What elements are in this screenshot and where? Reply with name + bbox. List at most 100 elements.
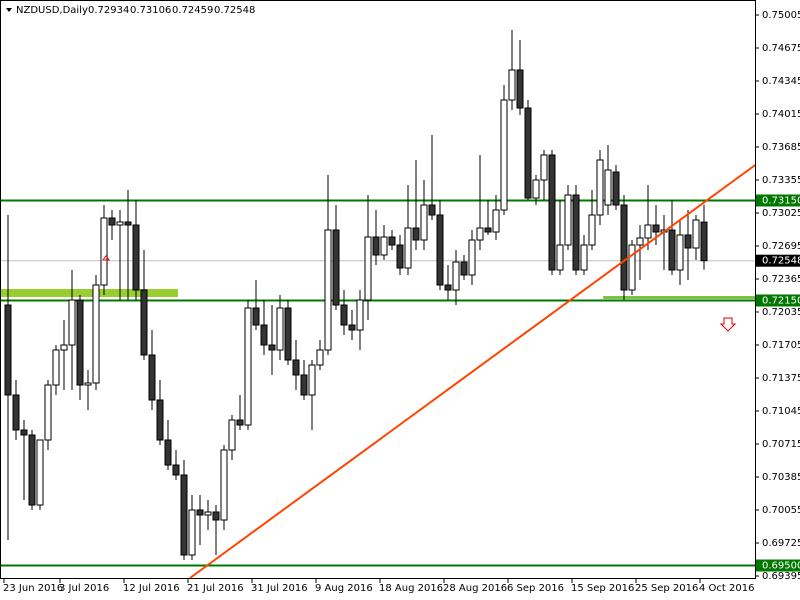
candle-body bbox=[684, 234, 692, 249]
candle-body bbox=[428, 204, 436, 216]
x-tick-label: 23 Jun 2016 bbox=[3, 583, 63, 594]
ohlc-close: 0.72548 bbox=[214, 5, 255, 16]
candle-body bbox=[260, 324, 268, 346]
y-tick-label: 0.73685 bbox=[762, 142, 800, 153]
candle-body bbox=[220, 449, 228, 521]
y-tick-label: 0.73025 bbox=[762, 208, 800, 219]
candle-body bbox=[252, 307, 260, 326]
candle-body bbox=[484, 227, 492, 233]
x-tick-label: 31 Jul 2016 bbox=[251, 583, 308, 594]
candle-body bbox=[388, 236, 396, 246]
x-tick-label: 15 Sep 2016 bbox=[571, 583, 634, 594]
candle-body bbox=[60, 344, 68, 351]
trendline bbox=[189, 164, 755, 578]
candle-body bbox=[468, 239, 476, 276]
candle-body bbox=[364, 236, 372, 301]
candle-body bbox=[508, 69, 516, 101]
candle-body bbox=[380, 236, 388, 256]
candle-body bbox=[444, 284, 452, 291]
candle-body bbox=[212, 511, 220, 521]
candle-body bbox=[372, 236, 380, 256]
candle-body bbox=[204, 511, 212, 516]
candle-body bbox=[236, 419, 244, 426]
candle-body bbox=[564, 194, 572, 246]
candle-body bbox=[604, 169, 612, 206]
level-label: 0.73150 bbox=[762, 196, 800, 207]
sell-arrow bbox=[719, 317, 737, 332]
candle-body bbox=[316, 349, 324, 366]
y-tick-label: 0.70715 bbox=[762, 439, 800, 450]
candle-body bbox=[284, 307, 292, 361]
y-tick-label: 0.74015 bbox=[762, 109, 800, 120]
candle-body bbox=[36, 439, 44, 506]
candle-body bbox=[404, 227, 412, 269]
candle-body bbox=[108, 217, 116, 226]
candle-body bbox=[140, 289, 148, 356]
candle-body bbox=[92, 284, 100, 384]
candle-body bbox=[524, 107, 532, 199]
candle-body bbox=[292, 359, 300, 376]
x-tick-label: 28 Aug 2016 bbox=[443, 583, 507, 594]
candle-body bbox=[412, 227, 420, 241]
candle-body bbox=[180, 474, 188, 556]
candle-body bbox=[588, 214, 596, 246]
candle-body bbox=[308, 364, 316, 396]
candle-body bbox=[540, 154, 548, 181]
candle-body bbox=[580, 244, 588, 271]
candle-body bbox=[348, 324, 356, 331]
candle-body bbox=[324, 229, 332, 351]
menu-icon[interactable] bbox=[6, 8, 12, 12]
candle-body bbox=[172, 464, 180, 476]
level-label-box bbox=[756, 194, 800, 207]
candle-body bbox=[628, 244, 636, 291]
candle-body bbox=[356, 299, 364, 331]
y-tick-label: 0.69395 bbox=[762, 571, 800, 582]
candle-body bbox=[20, 429, 28, 436]
candle-body bbox=[132, 224, 140, 291]
level-label: 0.72150 bbox=[762, 296, 800, 307]
x-tick-label: 3 Jul 2016 bbox=[59, 583, 109, 594]
candle-body bbox=[492, 209, 500, 233]
y-tick-label: 0.72035 bbox=[762, 307, 800, 318]
candle-body bbox=[12, 394, 20, 431]
candle-body bbox=[244, 307, 252, 426]
y-tick-label: 0.70055 bbox=[762, 505, 800, 516]
candle-body bbox=[156, 399, 164, 441]
candle-body bbox=[116, 221, 124, 226]
y-tick-label: 0.71045 bbox=[762, 406, 800, 417]
candle-body bbox=[516, 69, 524, 109]
candle-body bbox=[228, 419, 236, 451]
ohlc-low: 0.72459 bbox=[172, 5, 213, 16]
candle-body bbox=[76, 299, 84, 386]
current-price-box bbox=[756, 254, 800, 267]
candle-body bbox=[420, 204, 428, 241]
x-tick-label: 25 Sep 2016 bbox=[635, 583, 698, 594]
x-tick-label: 21 Jul 2016 bbox=[187, 583, 244, 594]
candle-body bbox=[612, 171, 620, 206]
x-tick-label: 9 Aug 2016 bbox=[315, 583, 373, 594]
y-tick-label: 0.71375 bbox=[762, 373, 800, 384]
candle-body bbox=[556, 244, 564, 271]
candle-body bbox=[668, 229, 676, 271]
candle-body bbox=[596, 159, 604, 216]
candle-body bbox=[636, 237, 644, 246]
x-tick-label: 4 Oct 2016 bbox=[699, 583, 754, 594]
candle-body bbox=[4, 304, 12, 396]
y-tick-label: 0.72695 bbox=[762, 241, 800, 252]
candle-body bbox=[100, 217, 108, 286]
candle-body bbox=[652, 224, 660, 233]
plot-border bbox=[0, 0, 756, 579]
candle-body bbox=[164, 439, 172, 466]
candle-body bbox=[476, 227, 484, 241]
x-tick-label: 18 Aug 2016 bbox=[379, 583, 443, 594]
candle-body bbox=[52, 349, 60, 386]
y-tick-label: 0.70385 bbox=[762, 472, 800, 483]
zone bbox=[603, 296, 755, 299]
candle-body bbox=[300, 374, 308, 396]
candle-body bbox=[692, 219, 700, 249]
candle-body bbox=[532, 179, 540, 199]
level-label: 0.69500 bbox=[762, 561, 800, 572]
candle-body bbox=[28, 434, 36, 506]
